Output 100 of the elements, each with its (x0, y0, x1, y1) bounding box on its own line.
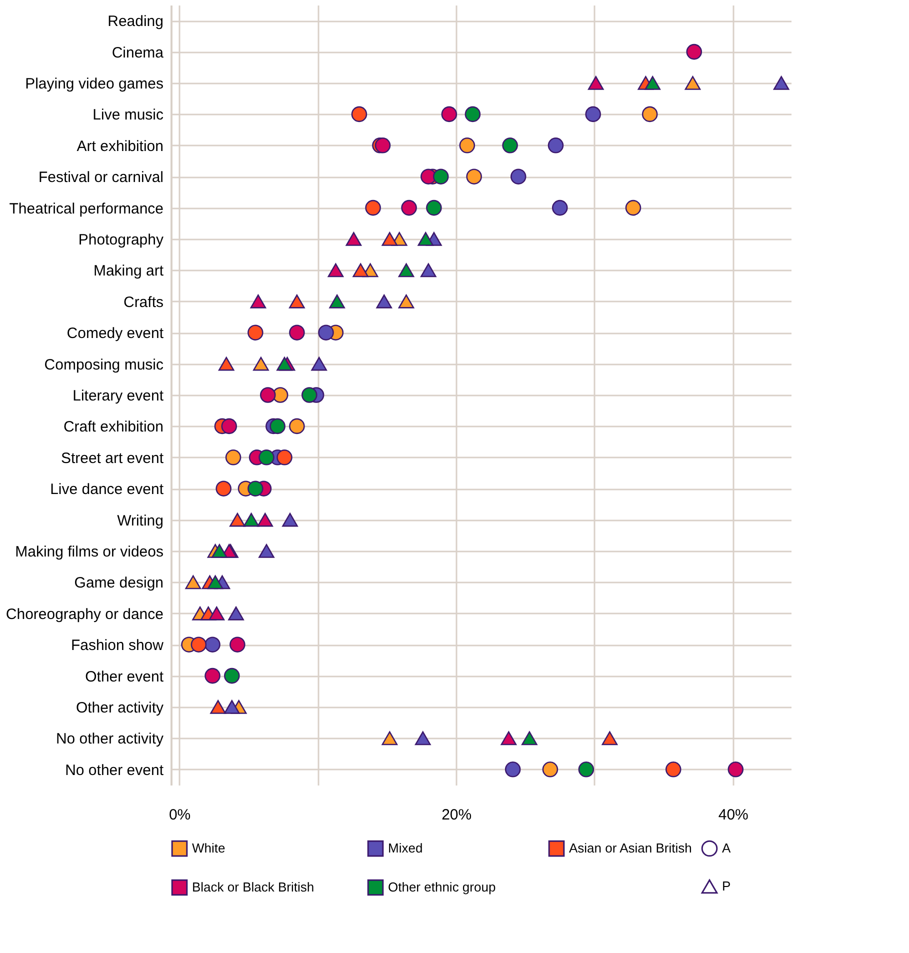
y-tick-label: Live dance event (50, 481, 164, 498)
point (258, 450, 274, 466)
y-tick-label: Making art (93, 262, 164, 280)
y-tick-label: Making films or videos (15, 544, 164, 560)
point (218, 356, 234, 371)
y-tick-label: Cinema (112, 44, 164, 62)
point (208, 606, 225, 620)
point (248, 480, 264, 496)
point (289, 324, 305, 340)
point (225, 450, 242, 466)
legend-label: Asian or Asian British (569, 840, 692, 856)
point (382, 731, 398, 746)
point (552, 200, 568, 216)
legend-label: White (192, 840, 226, 856)
y-tick-label: Literary event (72, 388, 164, 404)
y-tick-label: Art exhibition (76, 138, 164, 155)
point (432, 168, 449, 184)
point (420, 168, 436, 184)
point (398, 263, 414, 278)
point (728, 762, 744, 778)
point (365, 200, 381, 216)
point (625, 200, 642, 216)
point (510, 168, 526, 184)
y-tick-label: Choreography or dance (6, 606, 164, 623)
legend-label: Other ethnic group (388, 880, 496, 894)
y-tick-label: Writing (117, 512, 164, 530)
point (289, 418, 305, 434)
point (224, 668, 240, 684)
y-tick-label: Composing music (44, 356, 164, 374)
point (376, 294, 392, 308)
point (644, 76, 661, 90)
point (466, 168, 482, 184)
point (230, 636, 246, 652)
text: A (722, 840, 731, 856)
point (773, 76, 790, 90)
point (684, 76, 701, 90)
y-tick-label: Game design (74, 574, 164, 592)
point (329, 294, 345, 308)
point (418, 232, 434, 246)
point (212, 544, 228, 558)
point (224, 700, 240, 714)
point (228, 606, 244, 620)
point (500, 731, 517, 746)
y-tick-label: Playing video games (25, 76, 164, 92)
y-tick-label: Live music (92, 106, 164, 124)
point (441, 106, 458, 122)
point (282, 512, 298, 527)
point (258, 544, 274, 558)
point (665, 762, 682, 778)
text: P (722, 878, 731, 894)
y-tick-label: Other event (85, 668, 164, 686)
point (401, 200, 417, 216)
point (243, 512, 260, 527)
y-tick-label: Photography (78, 232, 164, 248)
point (216, 480, 232, 496)
y-tick-label: Comedy event (66, 325, 164, 342)
point (522, 731, 538, 746)
y-tick-label: Street art event (60, 450, 164, 467)
point (504, 762, 521, 778)
point (311, 356, 327, 371)
point (426, 200, 442, 216)
point (257, 512, 274, 527)
y-tick-label: No other event (65, 762, 164, 779)
point (260, 387, 276, 403)
point (602, 731, 618, 746)
x-tick-label: 40% (718, 806, 748, 824)
point (276, 450, 292, 466)
point (276, 356, 292, 371)
point (301, 387, 318, 403)
point (588, 76, 604, 90)
y-tick-label: Crafts (123, 294, 164, 311)
point (578, 762, 594, 778)
point (204, 668, 220, 684)
x-tick-label: 0% (168, 806, 191, 824)
point (382, 232, 398, 246)
point (230, 512, 246, 527)
point (253, 356, 269, 371)
y-tick-label: No other activity (56, 730, 164, 748)
point (318, 324, 334, 340)
y-tick-label: Craft exhibition (63, 418, 164, 436)
legend-label: Black or Black British (192, 880, 314, 894)
point (289, 294, 305, 308)
point (548, 138, 564, 154)
point (270, 418, 286, 434)
point (351, 106, 368, 122)
point (542, 762, 558, 778)
point (686, 44, 702, 60)
point (221, 418, 238, 434)
point (352, 263, 368, 278)
legend-label: Mixed (388, 840, 423, 856)
point (210, 700, 226, 714)
point (464, 106, 481, 122)
point (190, 636, 207, 652)
point (459, 138, 476, 154)
point (420, 263, 436, 278)
point (250, 294, 266, 308)
point (346, 232, 362, 246)
point (248, 324, 264, 340)
x-tick-label: 20% (442, 806, 472, 824)
point (642, 106, 658, 122)
